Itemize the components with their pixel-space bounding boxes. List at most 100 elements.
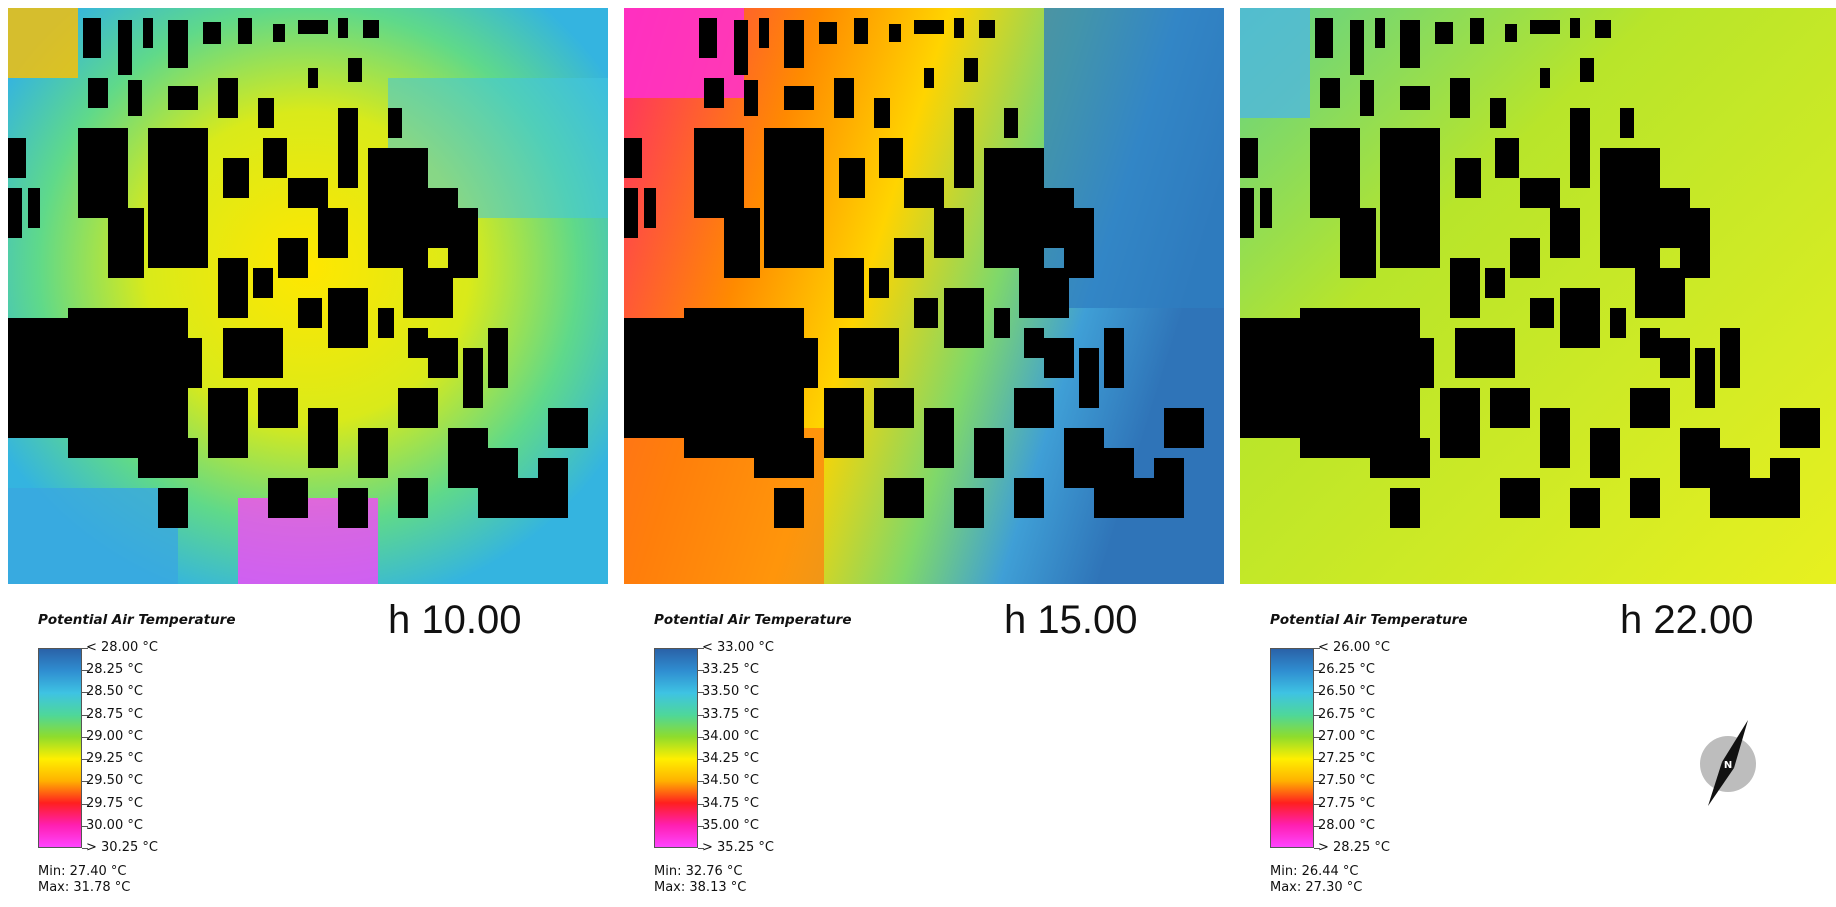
building-block [398,478,428,518]
building-block [774,488,804,528]
max-value: Max: 38.13 °C [654,880,747,895]
building-block [734,20,748,75]
legend-tick-label: 28.50 °C [86,684,143,700]
building-block [158,488,188,528]
legend-tick-label: 29.75 °C [86,795,143,811]
building-block [1435,22,1453,44]
building-block [218,258,248,318]
building-block [253,268,273,298]
legend-tick-label: 29.00 °C [86,728,143,744]
map-canvas-h10 [8,8,608,584]
building-block [984,148,1044,268]
building-block [1390,488,1420,528]
building-block [724,208,760,278]
building-block [764,128,824,268]
legend-title: Potential Air Temperature [654,612,852,628]
building-block [488,328,508,388]
building-block [1560,288,1600,348]
building-block [1490,388,1530,428]
building-block [308,408,338,468]
legend-tick-label: 28.75 °C [86,706,143,722]
legend-tick-mark [1314,736,1320,738]
building-block [1064,208,1094,278]
building-block [834,258,864,318]
legend-tick-mark [698,648,704,649]
building-block [258,98,274,128]
building-block [1680,208,1710,278]
building-block [1350,20,1364,75]
building-block [178,338,202,388]
building-block [28,188,40,228]
building-block [83,18,101,58]
building-block [894,238,924,278]
building-block [1240,188,1254,238]
legend-title: Potential Air Temperature [1270,612,1468,628]
legend-title: Potential Air Temperature [38,612,236,628]
building-block [298,298,322,328]
building-block [1154,458,1184,518]
building-block [1635,268,1685,318]
legend-tick-label: < 26.00 °C [1318,640,1390,655]
legend-tick-label: < 28.00 °C [86,640,158,655]
building-block [704,78,724,108]
legend-tick-mark [698,781,704,783]
building-block [954,18,964,38]
legend-tick-label: 30.00 °C [86,817,143,833]
building-block [784,20,804,68]
map-canvas-h22 [1240,8,1836,584]
building-block [403,268,453,318]
building-block [1570,488,1600,528]
north-arrow-icon: N [1700,720,1756,806]
building-block [694,128,744,218]
building-block [548,408,588,448]
legend-tick-label: 29.50 °C [86,773,143,789]
building-block [408,328,428,358]
building-block [148,128,208,268]
building-block [138,438,198,478]
legend-tick-mark [698,803,704,805]
building-block [328,288,368,348]
building-block [834,78,854,118]
building-block [263,138,287,178]
building-block [904,178,944,208]
building-block [338,18,348,38]
legend-tick-mark [1314,759,1320,761]
building-block [1530,298,1554,328]
building-block [1530,20,1560,34]
building-block [1079,348,1099,408]
building-block [1375,18,1385,48]
legend-tick-mark [1314,648,1320,649]
legend-tick-label: 33.75 °C [702,706,759,722]
building-block [1550,208,1580,258]
legend-tick-label: 34.25 °C [702,751,759,767]
building-block [744,80,758,116]
building-block [979,20,995,38]
building-block [1770,458,1800,518]
building-block [428,338,458,378]
legend-tick-label: 26.25 °C [1318,662,1375,678]
min-value: Min: 32.76 °C [654,864,743,879]
building-block [1620,108,1634,138]
building-block [538,458,568,518]
legend-tick-mark [1314,803,1320,805]
building-block [624,138,642,178]
legend-tick-mark [82,803,88,805]
building-block [1485,268,1505,298]
color-scale [1270,648,1314,848]
hour-label: h 10.00 [388,598,522,642]
building-block [884,478,924,518]
building-block [914,298,938,328]
building-block [624,188,638,238]
building-block [1500,478,1540,518]
building-block [874,98,890,128]
building-block [1440,388,1480,458]
building-block [1540,408,1570,468]
building-block [363,20,379,38]
building-block [1630,478,1660,518]
building-block [944,288,984,348]
building-block [1495,138,1519,178]
building-block [1380,128,1440,268]
building-block [1540,68,1550,88]
building-block [1360,80,1374,116]
building-block [1004,108,1018,138]
